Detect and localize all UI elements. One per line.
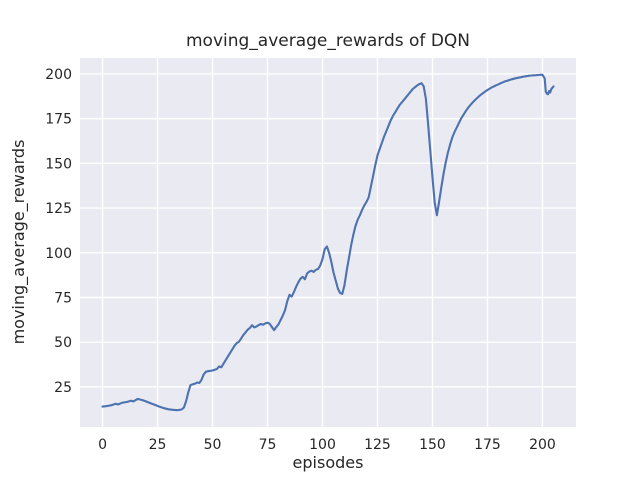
y-tick-label-175: 175 [45,112,72,128]
series-line-group [101,73,555,412]
plot-background [80,58,576,427]
x-tick-label-75: 75 [259,437,277,453]
x-tick-label-25: 25 [149,437,167,453]
y-tick-label-200: 200 [45,67,72,83]
x-tick-label-150: 150 [419,437,446,453]
y-tick-label-50: 50 [54,335,72,351]
y-tick-labels: 25 50 75 100 125 150 175 200 [45,67,72,396]
x-tick-label-125: 125 [364,437,391,453]
vertical-gridlines [101,58,544,427]
x-axis-label: episodes [293,453,364,472]
x-tick-label-50: 50 [204,437,222,453]
x-tick-labels: 0 25 50 75 100 125 150 175 200 [98,437,556,453]
x-tick-label-0: 0 [98,437,107,453]
y-tick-label-100: 100 [45,246,72,262]
x-tick-label-200: 200 [529,437,556,453]
chart-title: moving_average_rewards of DQN [186,31,470,51]
y-axis-label: moving_average_rewards [9,140,29,345]
reward-line [101,73,555,412]
y-tick-label-75: 75 [54,291,72,307]
x-tick-label-100: 100 [309,437,336,453]
y-tick-label-125: 125 [45,201,72,217]
x-tick-label-175: 175 [474,437,501,453]
y-tick-label-25: 25 [54,380,72,396]
y-tick-label-150: 150 [45,156,72,172]
